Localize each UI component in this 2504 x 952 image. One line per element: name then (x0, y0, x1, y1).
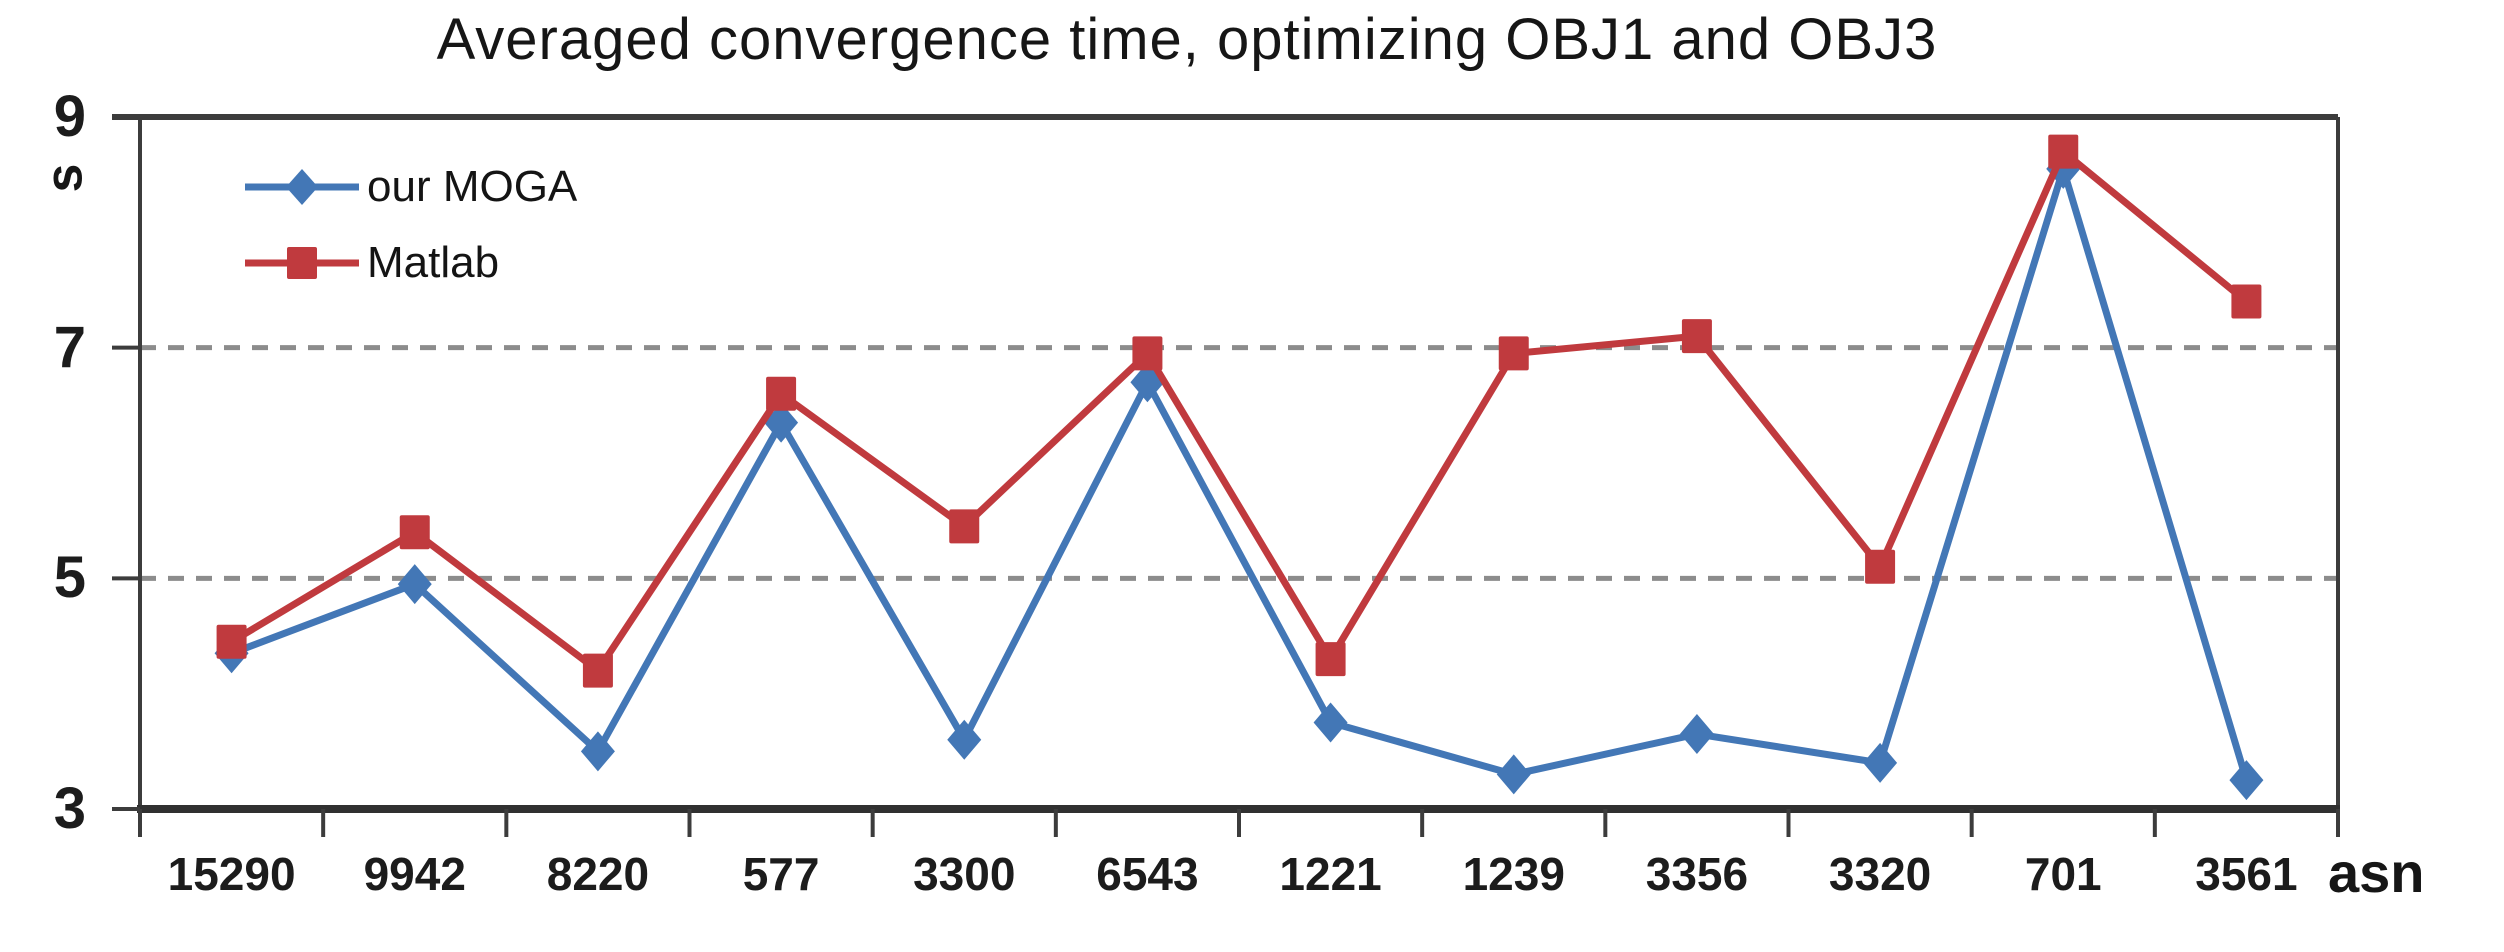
x-axis-title: asn (2328, 841, 2425, 904)
x-tick-label: 3320 (1828, 848, 1932, 900)
data-point-square (1132, 336, 1163, 371)
data-point-square (766, 376, 797, 411)
legend-marker-square (245, 247, 359, 279)
data-point-square (582, 653, 613, 688)
x-tick-label: 3561 (2195, 848, 2298, 900)
x-tick-label: 3300 (913, 848, 1016, 900)
data-point-square (949, 509, 980, 544)
x-tick-label: 1239 (1462, 848, 1565, 900)
y-tick-label: 7 (53, 314, 86, 380)
legend-item-Matlab: Matlab (243, 238, 577, 288)
data-point-diamond (2229, 760, 2264, 801)
x-tick-label: 9942 (363, 848, 466, 900)
y-tick-label: 9 (53, 84, 86, 149)
x-tick-label: 3356 (1645, 848, 1749, 900)
x-tick-label: 6543 (1096, 848, 1199, 900)
x-tick-label: 15290 (167, 848, 296, 900)
legend-label: Matlab (367, 238, 500, 287)
y-tick-label: 5 (53, 545, 86, 611)
y-tick-label: 3 (53, 776, 86, 841)
x-tick-label: 8220 (546, 848, 650, 900)
legend: our MOGA Matlab (243, 162, 577, 288)
legend-item-our-MOGA: our MOGA (243, 162, 577, 212)
legend-label: our MOGA (367, 162, 578, 211)
data-point-square (399, 515, 430, 550)
data-point-diamond (947, 719, 982, 760)
data-point-square (2048, 134, 2079, 169)
data-point-diamond (1863, 742, 1898, 783)
data-point-diamond (580, 731, 615, 772)
data-point-square (1315, 642, 1346, 677)
data-point-square (1498, 336, 1529, 371)
data-point-square (1681, 319, 1712, 354)
y-axis-title: s (35, 163, 94, 193)
data-point-diamond (1496, 754, 1531, 795)
data-point-square (216, 624, 247, 659)
data-point-square (1865, 549, 1896, 584)
data-point-diamond (1679, 714, 1714, 755)
x-tick-label: 1221 (1279, 848, 1382, 900)
data-point-diamond (1313, 702, 1348, 743)
series-line-our-MOGA (228, 165, 2250, 784)
legend-marker-diamond (245, 169, 359, 205)
series-line-Matlab (228, 148, 2250, 675)
x-tick-label: 577 (742, 848, 820, 900)
x-tick-label: 701 (2024, 848, 2102, 900)
data-point-diamond (397, 564, 432, 605)
chart-title: Averaged convergence time, optimizing OB… (436, 7, 1938, 72)
data-point-square (2231, 284, 2262, 319)
